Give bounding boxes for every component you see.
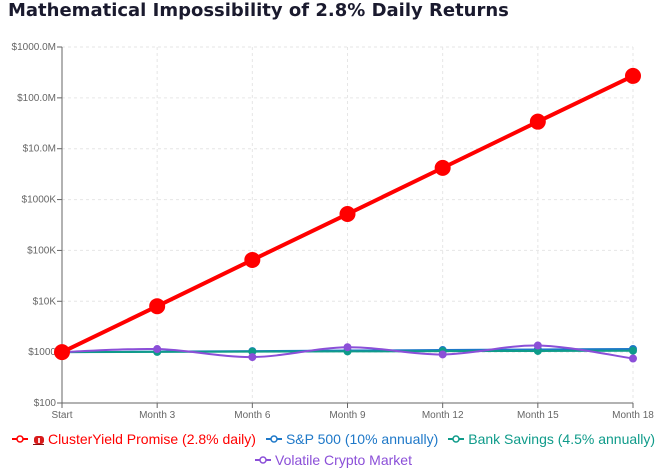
series-3-point	[153, 345, 162, 354]
series-3-point	[629, 354, 637, 363]
legend-swatch	[265, 435, 282, 443]
x-tick-label: Month 15	[517, 410, 559, 421]
legend-swatch-point	[259, 456, 267, 464]
x-tick-label: Month 9	[329, 410, 366, 421]
y-tick-label: $1000.0M	[12, 42, 56, 53]
series-3-point	[438, 350, 447, 359]
legend-swatch-point	[452, 435, 460, 443]
series-2-point	[629, 346, 637, 355]
y-tick-label: $10K	[33, 296, 57, 307]
legend-label: ClusterYield Promise (2.8% daily)	[47, 431, 256, 447]
chart-title: Mathematical Impossibility of 2.8% Daily…	[8, 0, 509, 21]
chart-plot: $100 $1000 $10K $100K $1000K $10.0M $100.0M $10…	[12, 42, 655, 421]
x-tick-label: Month 18	[612, 410, 654, 421]
x-tick-label: Month 3	[139, 410, 176, 421]
y-tick-label: $100K	[27, 245, 56, 256]
series-0-point	[54, 344, 70, 361]
series-3-point	[533, 341, 542, 350]
y-tick-label: $1000K	[22, 195, 57, 206]
warning-siren-icon	[32, 436, 44, 445]
legend-item: Volatile Crypto Market	[255, 452, 412, 468]
x-tick-label: Month 12	[422, 410, 464, 421]
series-0-point	[339, 206, 356, 223]
legend-swatch-point	[270, 435, 278, 443]
legend-item: ClusterYield Promise (2.8% daily)	[11, 431, 256, 447]
legend-item: Bank Savings (4.5% annually)	[448, 431, 655, 447]
series-layer	[54, 67, 641, 363]
siren-base	[32, 444, 44, 445]
series-0-point	[244, 251, 261, 268]
legend-swatch-point	[16, 435, 24, 443]
x-tick-label: Start	[51, 410, 72, 421]
legend-label: S&P 500 (10% annually)	[285, 431, 439, 447]
legend-item: S&P 500 (10% annually)	[265, 431, 439, 447]
x-tick-label: Month 6	[234, 410, 271, 421]
axes: $100 $1000 $10K $100K $1000K $10.0M $100.0M $10…	[12, 42, 655, 421]
legend-swatch	[11, 435, 28, 443]
y-tick-label: $100	[34, 398, 57, 409]
y-tick-label: $1000	[28, 347, 56, 358]
legend: ClusterYield Promise (2.8% daily) S&P 500…	[0, 431, 667, 447]
legend-label: Volatile Crypto Market	[275, 452, 412, 468]
y-tick-label: $10.0M	[23, 144, 56, 155]
series-0-point	[625, 67, 641, 84]
series-0-point	[149, 298, 166, 315]
legend-label: Bank Savings (4.5% annually)	[468, 431, 656, 447]
series-3-point	[248, 353, 257, 362]
legend-swatch	[255, 456, 272, 464]
y-tick-label: $100.0M	[17, 93, 56, 104]
series-0-point	[529, 113, 546, 130]
series-3-point	[343, 343, 352, 352]
series-0-point	[434, 159, 451, 176]
legend-swatch	[448, 435, 465, 443]
siren-light	[37, 438, 40, 443]
legend-row-2: Volatile Crypto Market	[0, 452, 667, 468]
